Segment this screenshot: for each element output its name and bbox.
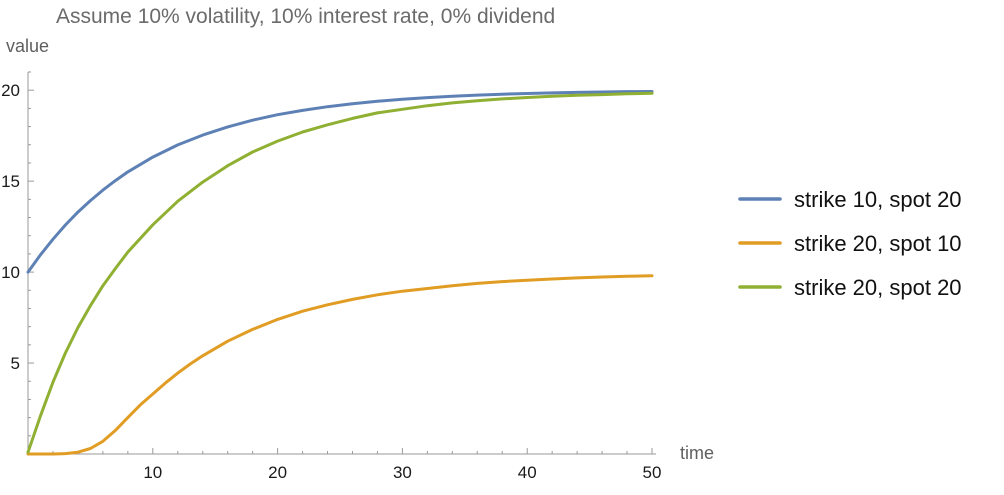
legend-label: strike 20, spot 10 <box>794 231 962 256</box>
series-line-1 <box>26 90 654 274</box>
series-line-3 <box>26 91 654 454</box>
legend: strike 10, spot 20 strike 20, spot 10 stri… <box>738 187 962 300</box>
legend-label: strike 10, spot 20 <box>794 187 962 212</box>
series-line-2 <box>26 274 654 456</box>
legend-label: strike 20, spot 20 <box>794 275 962 300</box>
x-tick-label: 50 <box>643 463 662 482</box>
y-tick-label: 15 <box>1 172 20 191</box>
x-axis-label: time <box>680 443 714 463</box>
y-tick-label: 10 <box>1 263 20 282</box>
y-axis-label: value <box>6 36 49 56</box>
y-tick-label: 5 <box>11 354 20 373</box>
series-layer <box>26 90 654 456</box>
x-tick-label: 10 <box>143 463 162 482</box>
ticks-layer: 10 20 30 40 50 5 10 15 20 <box>1 71 662 482</box>
x-tick-label: 40 <box>518 463 537 482</box>
chart-title: Assume 10% volatility, 10% interest rate… <box>56 5 555 28</box>
x-tick-label: 30 <box>393 463 412 482</box>
y-tick-label: 20 <box>1 81 20 100</box>
x-tick-label: 20 <box>268 463 287 482</box>
